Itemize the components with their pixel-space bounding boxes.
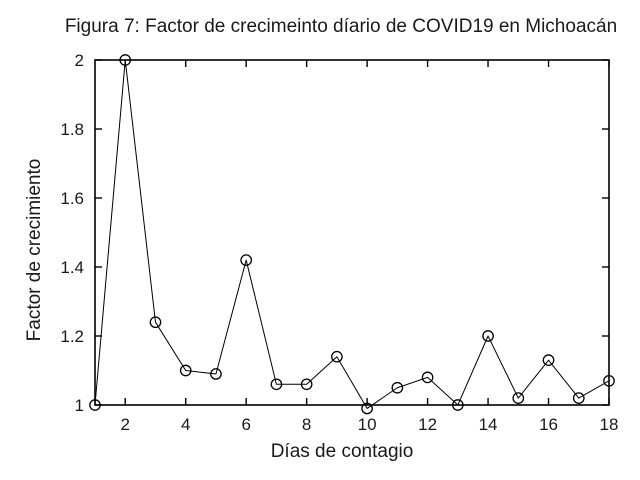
y-tick-label: 2 <box>75 51 84 70</box>
x-tick-label: 18 <box>600 415 619 434</box>
data-point-marker <box>331 350 343 363</box>
y-tick-label: 1.6 <box>60 189 84 208</box>
data-point-marker <box>482 330 494 342</box>
data-point-marker <box>572 392 585 404</box>
chart-title: Figura 7: Factor de crecimeinto díario d… <box>65 16 617 37</box>
x-tick-label: 6 <box>241 415 250 434</box>
data-point-marker <box>240 254 253 266</box>
data-point-marker <box>421 371 434 384</box>
x-tick-label: 16 <box>539 415 558 434</box>
x-tick-label: 4 <box>181 415 190 434</box>
y-tick-label: 1.4 <box>60 258 84 277</box>
data-point-marker <box>300 378 313 391</box>
data-series-line <box>94 59 610 409</box>
data-point-marker <box>542 354 555 366</box>
data-point-marker <box>179 364 192 377</box>
y-tick-label: 1.8 <box>60 120 84 139</box>
data-point-marker <box>391 381 404 394</box>
x-tick-label: 14 <box>479 415 498 434</box>
data-point-marker <box>361 402 373 415</box>
x-tick-label: 10 <box>358 415 377 434</box>
data-point-marker <box>451 399 464 411</box>
y-tick-label: 1 <box>75 396 84 415</box>
y-tick-label: 1.2 <box>60 327 84 346</box>
x-axis-label: Días de contagio <box>271 441 414 462</box>
data-point-marker <box>512 392 525 404</box>
x-tick-label: 12 <box>418 415 437 434</box>
plot-area: 2 4 6 8 10 12 14 16 18 1 1.2 1.4 1.6 1.8 2 <box>60 51 618 434</box>
data-point-marker <box>270 378 283 391</box>
x-tick-label: 2 <box>121 415 130 434</box>
y-axis-label: Factor de crecimiento <box>24 159 45 342</box>
data-point-marker <box>210 368 222 380</box>
data-point-marker <box>149 316 162 329</box>
data-point-marker <box>119 54 132 66</box>
data-point-marker <box>603 374 615 387</box>
axes-box <box>94 59 610 406</box>
x-tick-label: 8 <box>302 415 311 434</box>
data-point-marker <box>89 399 101 411</box>
